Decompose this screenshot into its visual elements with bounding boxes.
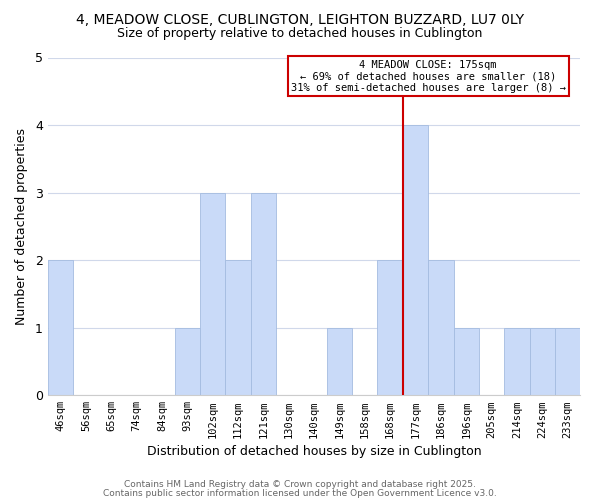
Text: Contains HM Land Registry data © Crown copyright and database right 2025.: Contains HM Land Registry data © Crown c… (124, 480, 476, 489)
Bar (226, 260, 251, 395)
Bar (251, 192, 276, 395)
Bar (504, 328, 530, 395)
Text: Contains public sector information licensed under the Open Government Licence v3: Contains public sector information licen… (103, 488, 497, 498)
X-axis label: Distribution of detached houses by size in Cublington: Distribution of detached houses by size … (147, 444, 481, 458)
Bar (327, 328, 352, 395)
Bar (428, 260, 454, 395)
Bar (454, 328, 479, 395)
Y-axis label: Number of detached properties: Number of detached properties (15, 128, 28, 325)
Bar (48, 260, 73, 395)
Bar (377, 260, 403, 395)
Text: Size of property relative to detached houses in Cublington: Size of property relative to detached ho… (118, 28, 482, 40)
Text: 4, MEADOW CLOSE, CUBLINGTON, LEIGHTON BUZZARD, LU7 0LY: 4, MEADOW CLOSE, CUBLINGTON, LEIGHTON BU… (76, 12, 524, 26)
Bar (403, 125, 428, 395)
Text: 4 MEADOW CLOSE: 175sqm
← 69% of detached houses are smaller (18)
31% of semi-det: 4 MEADOW CLOSE: 175sqm ← 69% of detached… (290, 60, 566, 92)
Bar (175, 328, 200, 395)
Bar (555, 328, 580, 395)
Bar (530, 328, 555, 395)
Bar (200, 192, 226, 395)
